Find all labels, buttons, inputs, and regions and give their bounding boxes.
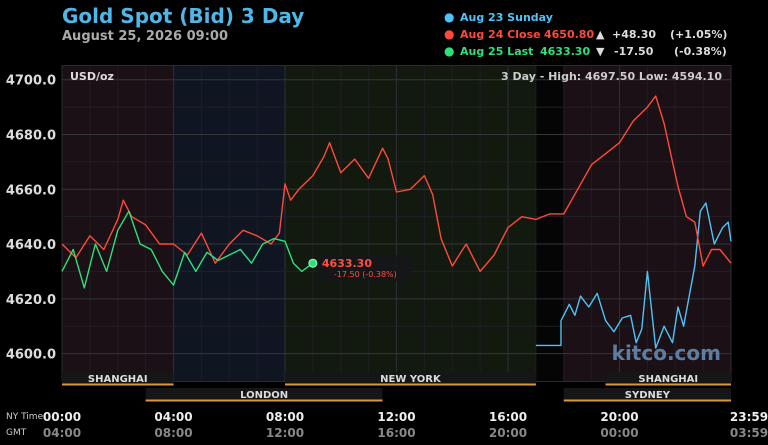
session-bar — [563, 388, 731, 401]
session-bar — [605, 372, 731, 385]
series-line-aug-25-last — [61, 210, 314, 289]
series-line-aug-23-sunday — [535, 202, 732, 349]
legend-change: +48.30 — [612, 28, 657, 41]
last-price-marker — [308, 258, 318, 268]
session-bar — [145, 388, 383, 401]
legend-change: -17.50 — [614, 45, 654, 58]
session-label: LONDON — [240, 390, 288, 401]
gmt-tick-label: 00:00 — [600, 426, 638, 440]
y-tick-label: 4700.0 — [6, 74, 56, 89]
session-label: NEW YORK — [380, 374, 442, 385]
legend-dot-icon: ● — [444, 44, 455, 58]
y-tick-label: 4600.0 — [6, 348, 56, 363]
legend-label: Aug 23 Sunday — [460, 11, 553, 24]
session-label: SYDNEY — [625, 390, 671, 401]
legend-label: Aug 24 Close — [460, 28, 541, 41]
triangle-down-icon: ▼ — [596, 45, 605, 58]
unit-label: USD/oz — [70, 70, 114, 83]
y-tick-label: 4680.0 — [6, 128, 56, 143]
legend-dot-icon: ● — [444, 10, 455, 24]
triangle-up-icon: ▲ — [596, 28, 605, 41]
gmt-tick-label: 08:00 — [154, 426, 192, 440]
gmt-tick-label: 12:00 — [266, 426, 304, 440]
range-text: 3 Day - High: 4697.50 Low: 4594.10 — [501, 70, 722, 83]
legend-price: 4650.80 — [544, 28, 595, 41]
ny-time-label: NY Time — [6, 412, 44, 422]
ny-tick-label: 04:00 — [154, 410, 192, 424]
y-tick-label: 4660.0 — [6, 183, 56, 198]
legend-pct: (+1.05%) — [670, 28, 728, 41]
session-bar — [62, 372, 174, 385]
ny-tick-label: 20:00 — [600, 410, 638, 424]
gmt-tick-label: 04:00 — [43, 426, 81, 440]
gmt-label: GMT — [6, 428, 27, 438]
last-price-label: 4633.30 — [322, 257, 372, 270]
ny-tick-label: 12:00 — [377, 410, 415, 424]
ny-tick-label: 08:00 — [266, 410, 304, 424]
session-band — [285, 66, 536, 381]
ny-tick-label: 23:59 — [730, 410, 768, 424]
gmt-tick-label: 20:00 — [489, 426, 527, 440]
last-change-label: -17.50 (-0.38%) — [334, 270, 397, 279]
gmt-tick-label: 03:59 — [730, 426, 768, 440]
series-line-aug-24-close — [61, 95, 732, 273]
watermark: kitco.com — [612, 341, 721, 365]
y-tick-label: 4620.0 — [6, 293, 56, 308]
legend-pct: (-0.38%) — [674, 45, 727, 58]
ny-tick-label: 00:00 — [43, 410, 81, 424]
chart-datetime: August 25, 2026 09:00 — [62, 29, 228, 44]
legend-dot-icon: ● — [444, 27, 455, 41]
last-price-box — [317, 255, 412, 282]
ny-tick-label: 16:00 — [489, 410, 527, 424]
session-band — [535, 66, 564, 381]
legend-price: 4633.30 — [540, 45, 591, 58]
chart-title: Gold Spot (Bid) 3 Day — [62, 4, 305, 28]
session-bar — [285, 372, 536, 385]
session-label: SHANGHAI — [638, 374, 698, 385]
y-tick-label: 4640.0 — [6, 238, 56, 253]
session-label: SHANGHAI — [88, 374, 148, 385]
gmt-tick-label: 16:00 — [377, 426, 415, 440]
legend-label: Aug 25 Last — [460, 45, 534, 58]
